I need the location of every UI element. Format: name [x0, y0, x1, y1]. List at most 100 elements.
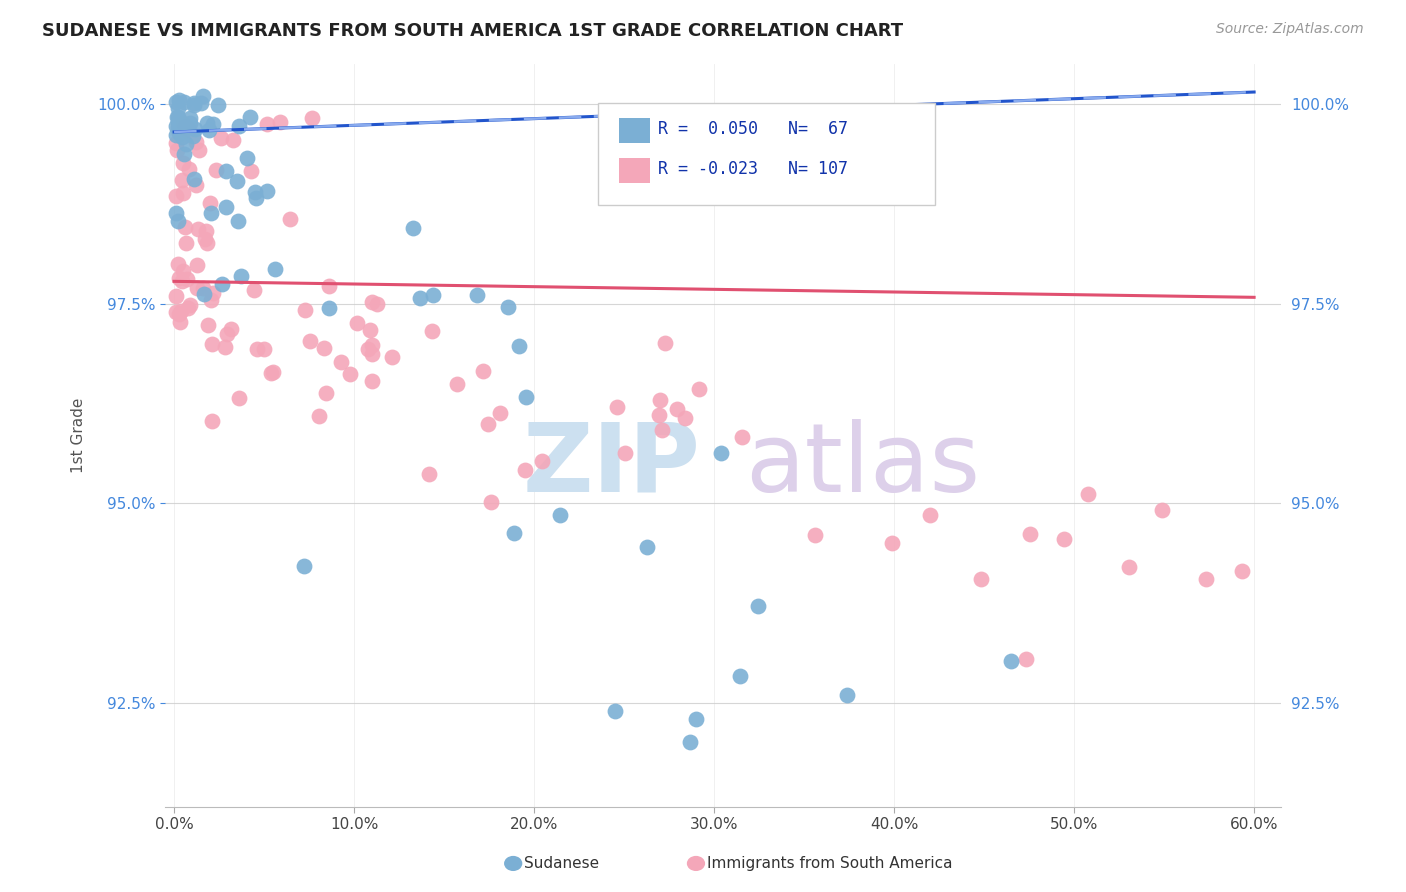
Text: Sudanese: Sudanese — [524, 856, 599, 871]
Point — [172, 155, 194, 169]
Point — [179, 116, 201, 130]
Point — [318, 301, 340, 315]
Point — [169, 315, 191, 329]
Point — [606, 400, 628, 414]
Point — [225, 174, 247, 188]
Text: ZIP: ZIP — [523, 418, 700, 512]
Point — [193, 232, 215, 246]
Point — [381, 350, 404, 364]
Point — [242, 283, 264, 297]
Point — [186, 258, 208, 272]
Point — [219, 322, 242, 336]
Point — [252, 342, 274, 356]
Text: Source: ZipAtlas.com: Source: ZipAtlas.com — [1216, 22, 1364, 37]
Point — [165, 304, 187, 318]
Point — [170, 118, 193, 132]
Point — [496, 301, 519, 315]
Point — [165, 119, 187, 133]
Point — [183, 172, 205, 186]
Point — [165, 205, 187, 219]
Point — [360, 347, 382, 361]
Point — [176, 120, 198, 134]
Point — [186, 281, 208, 295]
Point — [970, 572, 993, 586]
Point — [315, 385, 337, 400]
Point — [195, 235, 218, 250]
Point — [730, 430, 752, 444]
Point — [174, 235, 197, 250]
Y-axis label: 1st Grade: 1st Grade — [72, 398, 86, 474]
Point — [165, 128, 187, 142]
Point — [166, 120, 188, 135]
Point — [548, 508, 571, 522]
Point — [605, 704, 627, 718]
Point — [167, 214, 190, 228]
Point — [260, 366, 283, 380]
Point — [165, 188, 187, 202]
Point — [366, 297, 388, 311]
Point — [263, 262, 285, 277]
Point — [688, 382, 710, 396]
Point — [318, 279, 340, 293]
Point — [167, 257, 190, 271]
Point — [226, 213, 249, 227]
Point — [167, 271, 190, 285]
Point — [312, 341, 335, 355]
Point — [636, 540, 658, 554]
Point — [172, 172, 194, 186]
Point — [1015, 652, 1038, 666]
Point — [360, 294, 382, 309]
Point — [177, 162, 200, 177]
Point — [166, 143, 188, 157]
Point — [165, 288, 187, 302]
Point — [200, 293, 222, 307]
Point — [173, 147, 195, 161]
Point — [184, 178, 207, 193]
Point — [174, 219, 197, 234]
Point — [191, 281, 214, 295]
Point — [920, 508, 942, 523]
Point — [339, 367, 361, 381]
Text: atlas: atlas — [745, 418, 980, 512]
Point — [245, 191, 267, 205]
Point — [308, 409, 330, 423]
Point — [191, 89, 214, 103]
Point — [173, 120, 195, 135]
Point — [402, 220, 425, 235]
Point — [503, 525, 526, 540]
Point — [651, 423, 673, 437]
Point — [346, 316, 368, 330]
Point — [205, 163, 228, 178]
Point — [167, 94, 190, 108]
Point — [186, 136, 208, 150]
Point — [176, 271, 198, 285]
Point — [167, 126, 190, 140]
Point — [294, 302, 316, 317]
Point — [301, 111, 323, 125]
Point — [172, 263, 194, 277]
Point — [170, 119, 193, 133]
Point — [179, 111, 201, 125]
Point — [679, 735, 702, 749]
Point — [1230, 564, 1253, 578]
Point — [179, 298, 201, 312]
Point — [183, 129, 205, 144]
Point — [1118, 560, 1140, 574]
Point — [215, 200, 238, 214]
Point — [665, 401, 688, 416]
Point — [173, 95, 195, 110]
Point — [197, 318, 219, 332]
Point — [187, 222, 209, 236]
Point — [176, 301, 198, 316]
Point — [256, 184, 278, 198]
Point — [361, 338, 384, 352]
Point — [170, 130, 193, 145]
Point — [174, 137, 197, 152]
Point — [172, 186, 194, 201]
Point — [200, 195, 222, 210]
Point — [172, 274, 194, 288]
Point — [654, 336, 676, 351]
Point — [176, 124, 198, 138]
Point — [228, 119, 250, 133]
Point — [211, 277, 233, 292]
